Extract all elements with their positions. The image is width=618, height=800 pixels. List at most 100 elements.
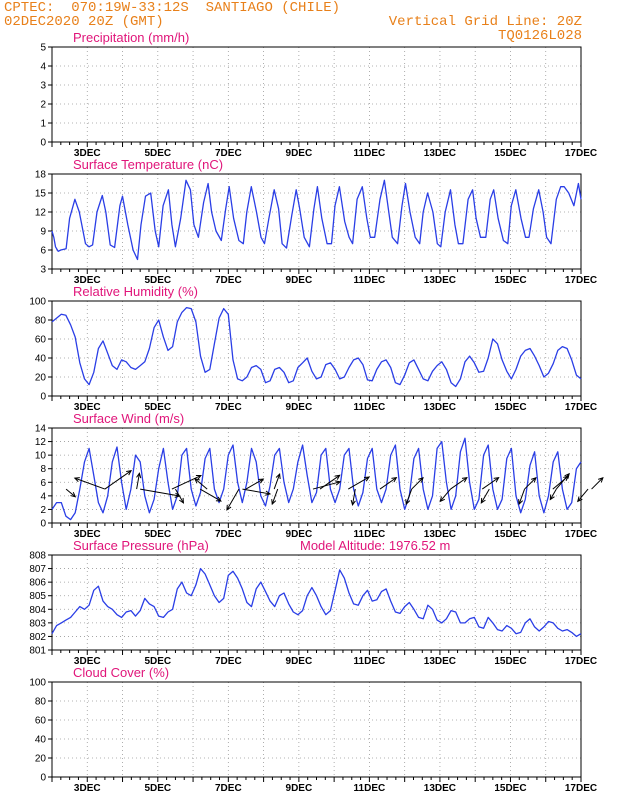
xtick-label: 15DEC: [494, 275, 526, 286]
ytick-label: 60: [35, 335, 47, 346]
ytick-label: 20: [35, 373, 47, 384]
xtick-label: 17DEC: [565, 529, 597, 540]
series-line-wind: [51, 437, 582, 521]
wind-vector: [140, 488, 180, 497]
wind-vector: [352, 488, 356, 505]
xtick-label: 3DEC: [74, 148, 101, 159]
panel-cloud: 0 20 40 60 80 100 3DEC 5DEC 7DEC 9DEC 11DEC 13DEC 15…: [29, 665, 597, 794]
xtick-label: 9DEC: [286, 529, 313, 540]
wind-vector-head: [518, 499, 524, 506]
wind-vector: [65, 488, 76, 498]
ytick-label: 20: [35, 754, 47, 765]
wind-vector: [226, 488, 240, 511]
xtick-label: 9DEC: [286, 275, 313, 286]
xtick-label: 9DEC: [286, 783, 313, 794]
wind-vector-head: [335, 480, 342, 486]
wind-vector: [74, 477, 106, 490]
wind-vector: [480, 488, 490, 504]
ytick-label: 14: [35, 424, 47, 435]
xtick-label: 15DEC: [494, 402, 526, 413]
ytick-label: 4: [40, 62, 46, 73]
xtick-label: 17DEC: [565, 402, 597, 413]
frame-pres: [51, 554, 582, 651]
panel-wind: 0 2 4 6 8 10 12 14 3DEC 5DEC 7DEC 9DEC 11DEC 13DEC 15D…: [35, 411, 604, 540]
panel-title: Cloud Cover (%): [73, 665, 169, 680]
frame-rh: [51, 300, 582, 397]
wind-vector-head: [258, 478, 265, 484]
wind-vector: [245, 478, 264, 490]
wind-vector: [347, 476, 370, 490]
wind-vector-head: [549, 494, 555, 501]
wind-vector-head: [493, 476, 500, 483]
wind-vector-head: [480, 497, 486, 504]
header-station: CPTEC: 070:19W-33:12S SANTIAGO (CHILE): [4, 0, 341, 16]
wind-vector-head: [461, 476, 468, 483]
ytick-label: 807: [29, 564, 46, 575]
xtick-label: 15DEC: [494, 148, 526, 159]
xtick-label: 15DEC: [494, 656, 526, 667]
xtick-label: 15DEC: [494, 529, 526, 540]
wind-vector-head: [563, 475, 569, 481]
ytick-label: 4: [40, 491, 46, 502]
wind-vector: [379, 477, 397, 490]
frame-cloud: [51, 681, 582, 778]
ytick-label: 1: [40, 119, 46, 130]
xtick-label: 17DEC: [565, 656, 597, 667]
xtick-label: 13DEC: [424, 783, 456, 794]
ytick-label: 0: [40, 773, 46, 784]
xtick-label: 11DEC: [354, 148, 386, 159]
wind-vector-head: [439, 496, 445, 503]
panel-title: Surface Pressure (hPa): [73, 538, 209, 553]
panel-annotation: Model Altitude: 1976.52 m: [300, 538, 450, 553]
xtick-label: 15DEC: [494, 783, 526, 794]
ytick-label: 60: [35, 716, 47, 727]
ytick-label: 3: [40, 265, 46, 276]
wind-vector-head: [73, 477, 80, 483]
ytick-label: 3: [40, 81, 46, 92]
wind-vector: [549, 488, 557, 500]
ytick-label: 808: [29, 551, 46, 562]
wind-vector-head: [215, 496, 222, 502]
xtick-label: 7DEC: [215, 148, 242, 159]
ytick-label: 80: [35, 697, 47, 708]
wind-vector: [552, 475, 569, 490]
series-line-pres: [51, 567, 582, 638]
xtick-label: 11DEC: [354, 656, 386, 667]
wind-vector: [273, 473, 281, 490]
ytick-label: 40: [35, 735, 47, 746]
wind-vector-head: [70, 492, 77, 498]
xtick-label: 5DEC: [144, 656, 171, 667]
wind-vector: [319, 474, 340, 490]
xtick-label: 3DEC: [74, 402, 101, 413]
xtick-label: 13DEC: [424, 148, 456, 159]
xtick-label: 7DEC: [215, 656, 242, 667]
ytick-label: 15: [35, 189, 47, 200]
panel-rh: 0 20 40 60 80 100 3DEC 5DEC 7DEC 9DEC 11DEC 13DEC 15…: [29, 284, 597, 413]
xtick-label: 9DEC: [286, 402, 313, 413]
ytick-label: 801: [29, 646, 46, 657]
ytick-label: 0: [40, 138, 46, 149]
ytick-label: 805: [29, 591, 46, 602]
xtick-label: 3DEC: [74, 529, 101, 540]
xtick-label: 11DEC: [354, 275, 386, 286]
xtick-label: 9DEC: [286, 148, 313, 159]
xtick-label: 11DEC: [354, 783, 386, 794]
wind-vector-head: [194, 478, 200, 484]
panel-title: Surface Temperature (nC): [73, 157, 223, 172]
wind-vector-head: [275, 472, 281, 480]
wind-vector-head: [271, 499, 277, 506]
xtick-label: 7DEC: [215, 529, 242, 540]
panel-title: Precipitation (mm/h): [73, 30, 189, 45]
xtick-label: 7DEC: [215, 275, 242, 286]
ytick-label: 12: [35, 208, 47, 219]
wind-vector: [411, 477, 424, 490]
wind-vector: [271, 488, 279, 505]
ytick-label: 9: [40, 227, 46, 238]
xtick-label: 13DEC: [424, 402, 456, 413]
xtick-label: 3DEC: [74, 275, 101, 286]
ytick-label: 2: [40, 100, 46, 111]
ytick-label: 0: [40, 392, 46, 403]
wind-vector-head: [136, 472, 142, 479]
wind-vector-head: [598, 476, 604, 483]
wind-vector: [577, 488, 589, 502]
